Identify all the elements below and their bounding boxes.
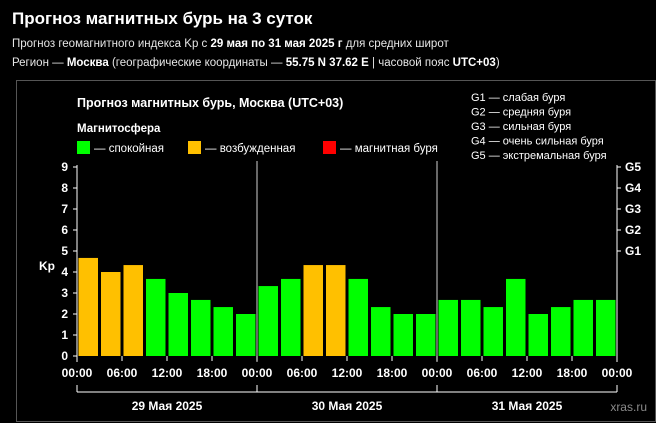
y-tick-label-8: 8: [61, 181, 68, 195]
y-tick-label-4: 4: [61, 265, 68, 279]
kp-bar-14: [393, 314, 413, 356]
storm-level-0: G1 — слабая буря: [471, 92, 565, 104]
storm-level-4: G5 — экстремальная буря: [471, 150, 607, 162]
kp-bar-11: [326, 265, 346, 356]
kp-bar-7: [236, 314, 256, 356]
chart-frame: Прогноз магнитных бурь, Москва (UTC+03) …: [16, 80, 656, 422]
kp-bar-1: [101, 272, 121, 356]
kp-bar-19: [506, 278, 526, 356]
legend-title: Магнитосфера: [77, 123, 161, 135]
y-tick-label-6: 6: [61, 223, 68, 237]
y-tick-label-7: 7: [61, 202, 68, 216]
x-tick-label-11: 18:00: [557, 366, 588, 380]
day-label-0: 29 Мая 2025: [132, 399, 203, 413]
kp-bar-18: [483, 307, 503, 356]
x-tick-label-3: 18:00: [197, 366, 228, 380]
x-tick-label-4: 00:00: [242, 366, 273, 380]
x-tick-label-8: 00:00: [422, 366, 453, 380]
g-tick-label-4: G5: [625, 160, 641, 174]
storm-level-2: G3 — сильная буря: [471, 121, 571, 133]
x-tick-label-2: 12:00: [152, 366, 183, 380]
region-line: Регион — Москва (географические координа…: [12, 57, 500, 69]
x-tick-label-5: 06:00: [287, 366, 318, 380]
g-tick-label-3: G4: [625, 181, 641, 195]
legend-label-1: — возбужденная: [205, 143, 295, 155]
legend-label-0: — спокойная: [94, 143, 164, 155]
y-tick-label-5: 5: [61, 244, 68, 258]
legend-swatch-1: [188, 141, 201, 154]
legend: — спокойная — возбужденная — магнитная бур…: [77, 141, 438, 155]
y-tick-label-2: 2: [61, 307, 68, 321]
y-tick-label-3: 3: [61, 286, 68, 300]
kp-bar-22: [573, 299, 593, 356]
kp-bar-17: [461, 299, 481, 356]
kp-bar-21: [551, 307, 571, 356]
g-tick-label-0: G1: [625, 244, 641, 258]
kp-bar-6: [213, 307, 233, 356]
kp-bar-15: [416, 314, 436, 356]
storm-level-1: G2 — средняя буря: [471, 107, 571, 119]
legend-swatch-2: [323, 141, 336, 154]
y-tick-label-9: 9: [61, 160, 68, 174]
kp-bar-8: [258, 286, 278, 356]
forecast-period-line: Прогноз геомагнитного индекса Kp с 29 ма…: [12, 38, 449, 50]
g-tick-label-2: G3: [625, 202, 641, 216]
kp-bar-9: [281, 278, 301, 356]
kp-bar-12: [348, 278, 368, 356]
y-tick-label-1: 1: [61, 328, 68, 342]
kp-bar-3: [146, 278, 166, 356]
y-axis-label: Kp: [39, 259, 55, 273]
legend-swatch-0: [77, 141, 90, 154]
y-tick-label-0: 0: [61, 349, 68, 363]
plot-area: Kp 0 1 2 3 4 5 6 7 8 9 G1 G2 G3 G4 G5 00:00 06:00 12:00 18:…: [39, 160, 647, 414]
kp-bar-4: [168, 293, 188, 356]
kp-bar-10: [303, 265, 323, 356]
storm-level-3: G4 — очень сильная буря: [471, 136, 604, 148]
kp-forecast-chart: Прогноз магнитных бурь, Москва (UTC+03) …: [39, 92, 647, 414]
kp-bar-16: [438, 299, 458, 356]
legend-label-2: — магнитная буря: [340, 143, 438, 155]
kp-bar-23: [596, 299, 616, 356]
kp-bar-13: [371, 307, 391, 356]
kp-bar-5: [191, 299, 211, 356]
x-tick-label-9: 06:00: [467, 366, 498, 380]
g-tick-label-1: G2: [625, 223, 641, 237]
page-title: Прогноз магнитных бурь на 3 суток: [12, 9, 313, 28]
x-tick-label-10: 12:00: [512, 366, 543, 380]
x-tick-label-6: 12:00: [332, 366, 363, 380]
x-tick-label-1: 06:00: [107, 366, 138, 380]
watermark: xras.ru: [610, 400, 647, 414]
chart-title: Прогноз магнитных бурь, Москва (UTC+03): [77, 96, 343, 110]
x-tick-label-7: 18:00: [377, 366, 408, 380]
kp-bar-2: [123, 265, 143, 356]
day-label-2: 31 Мая 2025: [492, 399, 563, 413]
kp-bar-20: [528, 314, 548, 356]
x-tick-label-0: 00:00: [62, 366, 93, 380]
kp-bar-0: [78, 257, 98, 356]
storm-level-list: G1 — слабая буря G2 — средняя буря G3 — си…: [471, 92, 607, 162]
day-label-1: 30 Мая 2025: [312, 399, 383, 413]
x-tick-label-12: 00:00: [602, 366, 633, 380]
